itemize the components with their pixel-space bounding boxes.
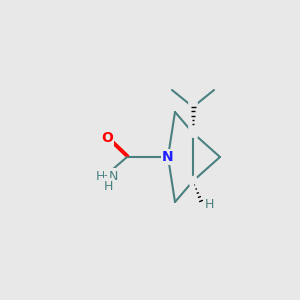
- Text: H: H: [96, 169, 105, 182]
- Text: N: N: [108, 169, 118, 182]
- Text: H: H: [204, 197, 214, 211]
- Text: O: O: [101, 131, 113, 145]
- Text: N: N: [162, 150, 174, 164]
- Text: H: H: [103, 179, 113, 193]
- Text: -: -: [104, 169, 108, 182]
